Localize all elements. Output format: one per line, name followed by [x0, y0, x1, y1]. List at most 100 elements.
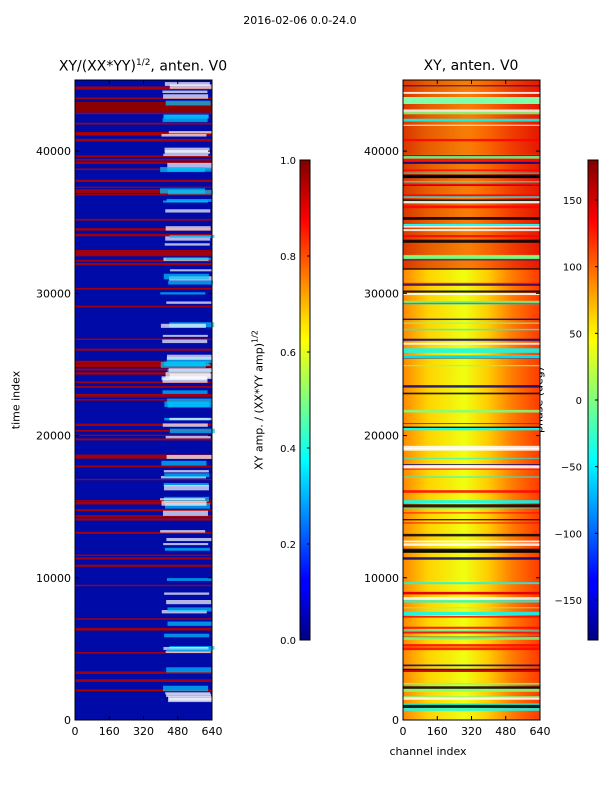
- heatmap-row: [75, 161, 212, 164]
- heatmap-row: [166, 667, 212, 673]
- heatmap-row: [75, 218, 212, 221]
- heatmap-row: [403, 409, 540, 413]
- heatmap-row: [403, 522, 540, 524]
- heatmap-row: [403, 631, 540, 634]
- heatmap-row: [75, 138, 212, 142]
- heatmap-row: [162, 390, 208, 394]
- heatmap-row: [403, 647, 540, 651]
- heatmap-row: [403, 682, 540, 685]
- heatmap-row: [164, 147, 210, 153]
- colorbar-tick-label: 150: [563, 196, 582, 207]
- heatmap-row: [75, 134, 212, 136]
- heatmap-row: [168, 280, 214, 285]
- heatmap-row: [75, 262, 212, 266]
- heatmap-row: [166, 198, 212, 202]
- heatmap-row: [403, 196, 540, 198]
- x-tick-label: 480: [495, 725, 516, 738]
- heatmap-row: [168, 368, 214, 372]
- heatmap-row: [162, 90, 208, 94]
- heatmap-row: [75, 361, 212, 364]
- heatmap-row: [403, 426, 540, 428]
- heatmap-row: [403, 600, 540, 603]
- heatmap-row: [162, 339, 208, 344]
- heatmap-row: [403, 636, 540, 640]
- heatmap-row: [403, 124, 540, 126]
- heatmap-row: [162, 118, 208, 123]
- heatmap-row: [169, 428, 215, 434]
- y-tick-label: 0: [64, 714, 71, 727]
- heatmap-row: [75, 438, 212, 441]
- heatmap-row: [403, 239, 540, 242]
- heatmap-row: [403, 318, 540, 321]
- heatmap-row: [403, 199, 540, 203]
- heatmap-row: [75, 112, 212, 115]
- x-tick-label: 0: [72, 725, 79, 738]
- heatmap-row: [75, 689, 212, 692]
- heatmap-row: [75, 429, 212, 432]
- heatmap-row: [75, 253, 212, 257]
- y-tick-label: 10000: [364, 572, 399, 585]
- panel-1-heatmap: [74, 79, 215, 721]
- y-tick-label: 30000: [36, 287, 71, 300]
- heatmap-row: [167, 621, 213, 626]
- heatmap-row: [403, 365, 540, 367]
- heatmap-row: [169, 269, 215, 272]
- heatmap-row: [403, 704, 540, 708]
- heatmap-row: [75, 393, 212, 396]
- heatmap-row: [403, 548, 540, 552]
- heatmap-row: [403, 322, 540, 324]
- heatmap-row: [75, 190, 212, 194]
- x-tick-label: 320: [133, 725, 154, 738]
- heatmap-row: [164, 82, 210, 86]
- heatmap-row: [75, 454, 212, 457]
- heatmap-row: [163, 114, 209, 118]
- heatmap-row: [167, 403, 213, 408]
- heatmap-row: [403, 686, 540, 689]
- heatmap-row: [75, 671, 212, 674]
- heatmap-row: [75, 386, 212, 388]
- heatmap-row: [403, 194, 540, 197]
- colorbar-tick-label: 50: [569, 329, 582, 340]
- heatmap-row: [403, 504, 540, 508]
- colorbar-tick-label: −100: [555, 529, 582, 540]
- heatmap-row: [403, 229, 540, 232]
- heatmap-row: [75, 155, 212, 158]
- colorbar-tick-label: 0.6: [280, 348, 296, 359]
- heatmap-row: [162, 510, 208, 516]
- y-tick-label: 40000: [36, 145, 71, 158]
- heatmap-row: [403, 591, 540, 595]
- heatmap-row: [403, 688, 540, 692]
- colorbar-tick-label: 0.0: [280, 636, 296, 647]
- colorbar-tick-label: 0: [576, 396, 582, 407]
- x-tick-label: 160: [427, 725, 448, 738]
- heatmap-row: [75, 465, 212, 468]
- heatmap-row: [403, 385, 540, 388]
- colorbar-tick-label: 1.0: [280, 156, 296, 167]
- heatmap-row: [160, 498, 206, 501]
- heatmap-row: [164, 592, 210, 595]
- heatmap-row: [165, 226, 211, 231]
- heatmap-row: [403, 465, 540, 469]
- heatmap-row: [164, 243, 210, 246]
- heatmap-row: [75, 584, 212, 587]
- heatmap-row: [165, 363, 211, 366]
- heatmap-row: [75, 518, 212, 521]
- heatmap-row: [165, 372, 211, 378]
- panel-2-title: XY, anten. V0: [423, 58, 519, 74]
- heatmap-row: [75, 249, 212, 252]
- heatmap-row: [167, 354, 213, 360]
- heatmap-row: [403, 91, 540, 94]
- heatmap-row: [403, 697, 540, 700]
- heatmap-row: [165, 692, 211, 695]
- heatmap-row: [403, 156, 540, 159]
- heatmap-row: [75, 348, 212, 351]
- heatmap-row: [75, 564, 212, 567]
- heatmap-row: [403, 392, 540, 395]
- heatmap-row: [164, 633, 210, 638]
- y-tick-label: 20000: [36, 430, 71, 443]
- heatmap-row: [403, 507, 540, 509]
- heatmap-row: [163, 484, 209, 491]
- heatmap-row: [403, 428, 540, 431]
- colorbar-tick-label: −50: [561, 463, 582, 474]
